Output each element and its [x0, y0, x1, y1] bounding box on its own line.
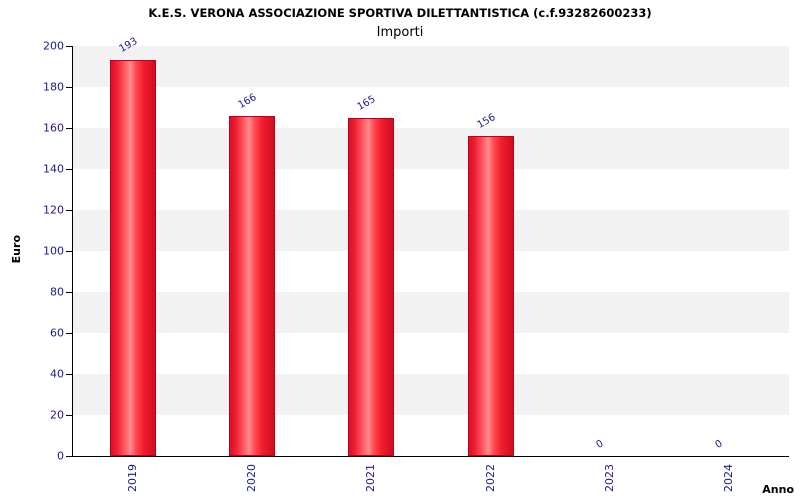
x-axis-tick-label: 2021 — [364, 464, 378, 492]
y-axis-tick-label: 160 — [43, 121, 64, 135]
y-axis-tick-mark — [66, 374, 72, 375]
y-axis-tick-label: 180 — [43, 80, 64, 94]
x-axis-label: Anno — [762, 483, 794, 496]
y-axis-tick-label: 100 — [43, 244, 64, 258]
y-axis-tick-mark — [66, 169, 72, 170]
y-axis-tick-mark — [66, 251, 72, 252]
y-axis-tick-mark — [66, 415, 72, 416]
chart-title: K.E.S. VERONA ASSOCIAZIONE SPORTIVA DILE… — [148, 6, 652, 20]
bar-2020 — [229, 115, 275, 456]
plot-area — [72, 46, 789, 457]
y-axis-tick-label: 140 — [43, 162, 64, 176]
y-axis-tick-mark — [66, 333, 72, 334]
x-axis-tick-label: 2020 — [245, 464, 258, 492]
y-axis-tick-label: 0 — [57, 449, 64, 463]
y-axis-tick-mark — [66, 128, 72, 129]
y-axis-tick-label: 120 — [43, 203, 64, 217]
y-axis-tick-mark — [66, 456, 72, 457]
x-axis-tick-label: 2023 — [603, 464, 616, 492]
x-axis-tick-label: 2019 — [125, 464, 139, 492]
y-axis-tick-label: 80 — [50, 285, 64, 299]
bar-2019 — [109, 60, 156, 456]
bar-2021 — [348, 117, 395, 456]
y-axis-tick-mark — [66, 292, 72, 293]
grid-band — [73, 169, 789, 210]
chart-subtitle: Importi — [376, 25, 424, 40]
grid-band — [73, 251, 789, 292]
grid-band — [73, 333, 789, 374]
grid-band — [73, 415, 789, 456]
y-axis-tick-label: 20 — [50, 408, 64, 422]
y-axis-tick-mark — [66, 210, 72, 211]
y-axis-tick-mark — [66, 87, 72, 88]
y-axis-tick-label: 60 — [50, 326, 64, 340]
y-axis-tick-mark — [66, 46, 72, 47]
bar-2022 — [467, 136, 514, 456]
y-axis-tick-label: 40 — [50, 367, 64, 381]
x-axis-tick-label: 2024 — [722, 464, 736, 492]
x-axis-tick-label: 2022 — [483, 464, 497, 492]
y-axis-tick-label: 200 — [43, 39, 64, 53]
grid-band — [73, 87, 789, 128]
